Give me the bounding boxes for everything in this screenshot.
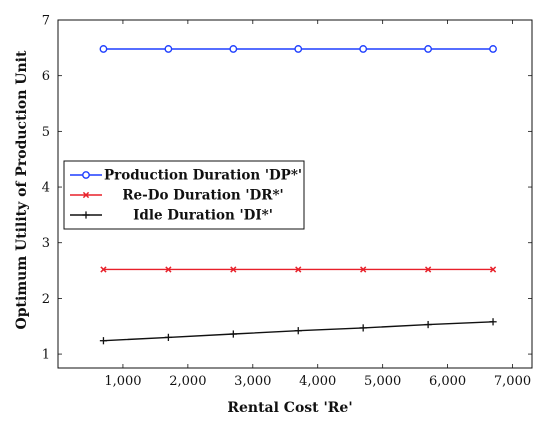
y-tick-label: 7	[42, 14, 50, 29]
x-tick-label: 6,000	[429, 374, 466, 389]
x-tick-label: 2,000	[169, 374, 206, 389]
legend-marker-stroke	[82, 191, 90, 199]
data-point	[424, 266, 432, 273]
data-point	[489, 45, 497, 53]
y-axis-label: Optimum Utility of Production Unit	[14, 50, 30, 329]
data-point	[229, 330, 237, 338]
x-tick-label: 4,000	[299, 374, 336, 389]
data-point-stroke	[165, 266, 172, 273]
data-point	[294, 327, 302, 335]
y-tick-label: 2	[42, 292, 50, 307]
data-point	[165, 266, 172, 273]
y-tick-label: 5	[42, 125, 50, 140]
legend-marker	[82, 191, 90, 199]
legend: Production Duration 'DP*' Re-Do Duration …	[63, 160, 305, 230]
legend-box	[63, 160, 305, 230]
x-tick-label: 1,000	[104, 374, 141, 389]
legend-marker	[82, 211, 90, 219]
data-point	[99, 337, 108, 345]
data-point-stroke	[295, 266, 302, 273]
data-point-stroke	[230, 266, 237, 273]
data-point-stroke	[360, 266, 367, 273]
data-point	[294, 45, 303, 53]
x-axis-label: Rental Cost 'Re'	[227, 400, 352, 416]
data-point	[360, 266, 367, 273]
data-point	[99, 45, 108, 53]
data-point	[359, 324, 367, 332]
plot-frame	[57, 19, 533, 369]
legend-marker	[82, 171, 90, 179]
data-point	[489, 266, 497, 273]
legend-entry: Idle Duration 'DI*'	[133, 208, 273, 224]
legend-entry: Production Duration 'DP*'	[104, 168, 302, 184]
legend-entry: Re-Do Duration 'DR*'	[122, 188, 283, 204]
data-point	[230, 266, 237, 273]
data-point	[164, 333, 172, 341]
data-point	[295, 266, 302, 273]
data-point-stroke	[424, 266, 432, 273]
data-point	[100, 266, 107, 273]
y-tick-label: 1	[42, 348, 50, 363]
data-point-stroke	[489, 266, 497, 273]
data-point	[489, 318, 497, 326]
data-point	[424, 45, 433, 53]
y-tick-label: 6	[42, 69, 50, 84]
x-tick-label: 5,000	[364, 374, 401, 389]
data-point	[164, 45, 173, 53]
y-tick-label: 3	[42, 236, 50, 251]
data-point	[359, 45, 368, 53]
x-tick-label: 7,000	[494, 374, 531, 389]
x-tick-label: 3,000	[234, 374, 271, 389]
data-point	[424, 320, 432, 329]
data-point-stroke	[100, 266, 107, 273]
y-tick-label: 4	[42, 181, 50, 196]
data-point	[229, 45, 238, 53]
